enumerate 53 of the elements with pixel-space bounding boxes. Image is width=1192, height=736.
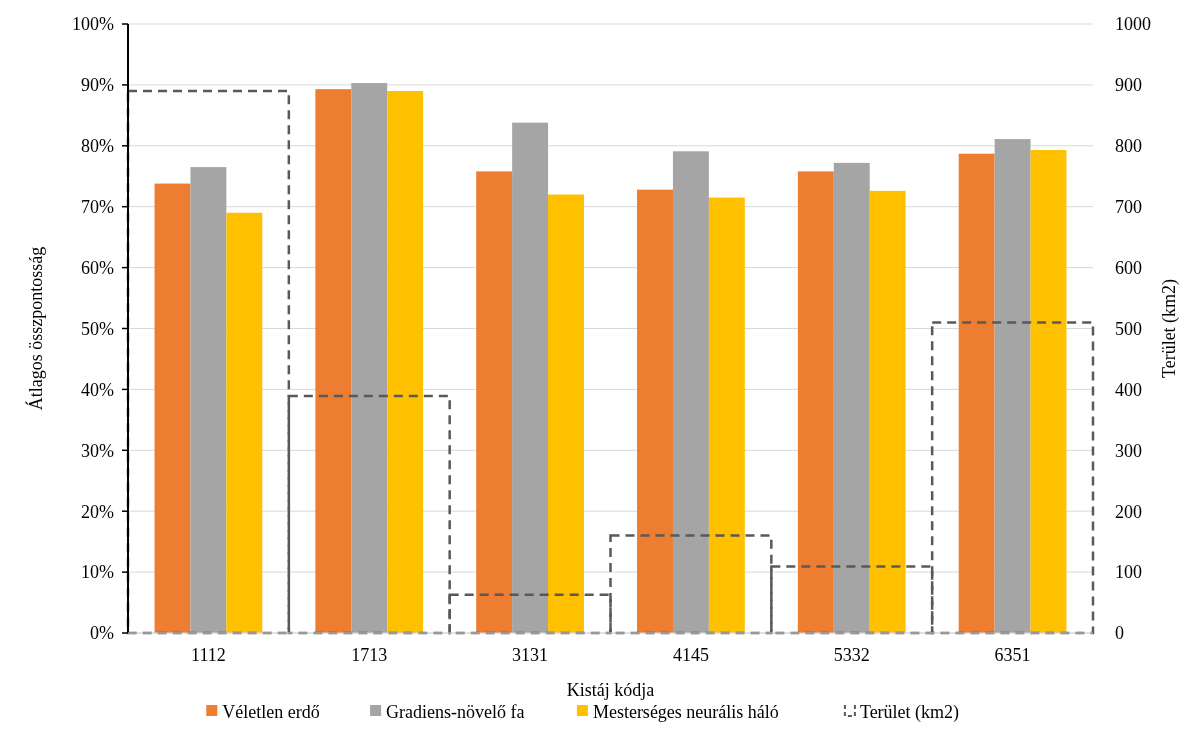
legend-label: Véletlen erdő <box>222 702 320 722</box>
bar <box>548 194 584 633</box>
y2-tick-label: 600 <box>1115 257 1142 278</box>
y-tick-label: 90% <box>81 75 114 96</box>
bar <box>1030 150 1067 633</box>
y-tick-label: 0% <box>90 623 114 644</box>
x-tick-label: 4145 <box>672 645 709 665</box>
bar <box>869 190 906 633</box>
bar <box>190 167 227 633</box>
y-axis-title: Átlagos összpontosság <box>25 246 46 411</box>
x-axis-title: Kistáj kódja <box>566 680 655 700</box>
bar <box>797 171 834 633</box>
y-tick-label: 80% <box>81 136 114 157</box>
y-tick-label: 20% <box>81 501 114 522</box>
x-tick-label: 3131 <box>512 645 549 665</box>
x-tick-label: 1713 <box>351 645 388 665</box>
bar <box>154 183 191 633</box>
y2-tick-label: 0 <box>1115 623 1124 644</box>
bar <box>351 83 388 633</box>
y2-tick-label: 1000 <box>1115 14 1151 35</box>
y2-axis-title: Terület (km2) <box>1159 278 1180 379</box>
y2-tick-label: 800 <box>1115 136 1142 157</box>
y-tick-label: 100% <box>72 14 114 35</box>
y-tick-label: 30% <box>81 440 114 461</box>
x-tick-label: 1112 <box>191 645 226 665</box>
bar <box>672 151 709 633</box>
y2-tick-label: 300 <box>1115 440 1142 461</box>
bar <box>994 139 1031 633</box>
bar <box>512 122 549 633</box>
bar <box>226 212 263 633</box>
y2-tick-label: 900 <box>1115 75 1142 96</box>
y-tick-label: 50% <box>81 318 114 339</box>
y-tick-label: 60% <box>81 257 114 278</box>
bar <box>315 89 352 633</box>
x-tick-label: 5332 <box>833 645 870 665</box>
legend-label: Gradiens-növelő fa <box>386 702 525 722</box>
y2-tick-label: 400 <box>1115 379 1142 400</box>
bar <box>387 90 424 633</box>
bar <box>708 197 745 633</box>
y-tick-label: 70% <box>81 197 114 217</box>
bar <box>637 189 673 633</box>
y2-tick-label: 100 <box>1115 562 1142 583</box>
legend-label: Terület (km2) <box>859 702 960 723</box>
bar <box>476 171 513 633</box>
y-tick-label: 40% <box>81 379 114 400</box>
y2-tick-label: 700 <box>1115 197 1142 217</box>
y2-tick-label: 200 <box>1115 501 1142 522</box>
x-tick-label: 6351 <box>994 645 1031 665</box>
bar <box>958 153 995 633</box>
bar <box>833 162 870 633</box>
y-tick-label: 10% <box>81 562 114 583</box>
legend-label: Mesterséges neurális háló <box>592 702 779 722</box>
y2-tick-label: 500 <box>1115 318 1142 339</box>
